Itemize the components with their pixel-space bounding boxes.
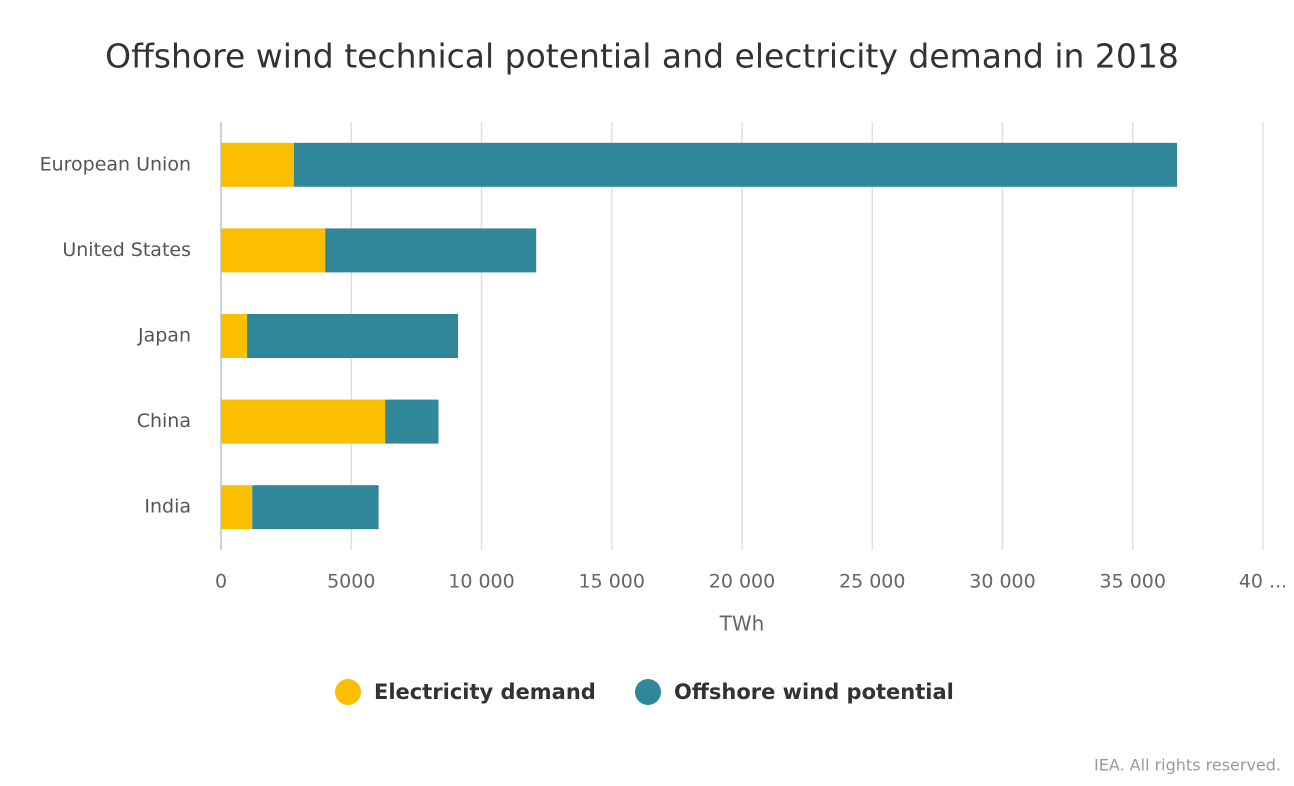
bar-segment [221,399,386,444]
bar-segment [293,142,1178,187]
x-tick-label: 30 000 [969,571,1035,593]
x-tick-label: 15 000 [579,571,645,593]
y-tick-label: Japan [137,325,191,347]
x-tick-label: 25 000 [839,571,905,593]
x-axis-label: TWh [719,612,765,636]
legend-swatch [635,679,661,705]
y-tick-label: United States [62,239,191,261]
chart-title: Offshore wind technical potential and el… [105,37,1179,76]
bar-segment [325,228,537,273]
legend-swatch [335,679,361,705]
source-note: IEA. All rights reserved. [1094,756,1281,775]
bar-segment [221,485,253,530]
legend-label: Offshore wind potential [674,680,954,704]
y-tick-label: China [137,410,191,432]
x-tick-label: 40 ... [1239,571,1287,593]
x-tick-label: 35 000 [1100,571,1166,593]
bar-segment [221,314,248,358]
y-tick-label: European Union [40,153,191,175]
x-tick-label: 10 000 [448,571,514,593]
x-tick-label: 5000 [327,571,375,593]
bar-segment [247,314,459,358]
legend-label: Electricity demand [374,680,596,704]
y-tick-label: India [144,496,191,518]
bar-segment [221,228,326,273]
bar-segment [221,142,294,187]
bar-segment [252,485,379,530]
bar-segment [385,399,439,444]
x-tick-label: 0 [215,571,227,593]
x-tick-label: 20 000 [709,571,775,593]
